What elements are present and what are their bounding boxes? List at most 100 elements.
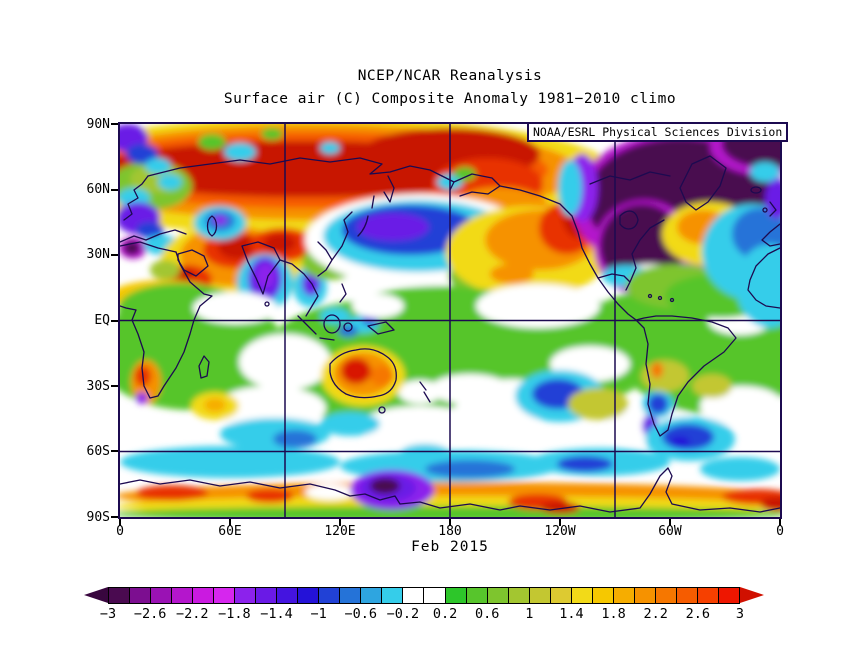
colorbar-tick-label: −0.2 <box>386 606 420 622</box>
anomaly-blob <box>357 213 429 241</box>
anomaly-blob <box>193 292 277 324</box>
colorbar-above-max-arrow <box>740 587 764 603</box>
anomaly-blob <box>246 489 294 503</box>
colorbar-tick-label: 1.4 <box>559 606 584 622</box>
colorbar-cell <box>529 588 551 603</box>
lon-tick-label: 60W <box>658 524 682 539</box>
lat-lon-gridlines <box>120 124 780 517</box>
lat-tick-label: 30S <box>86 378 110 394</box>
anomaly-blob <box>305 484 355 500</box>
colorbar-cell <box>361 588 383 603</box>
colorbar-cell <box>298 588 320 603</box>
lat-tick-label: 90S <box>86 509 110 525</box>
colorbar-tick-label: 1 <box>525 606 534 622</box>
colorbar-tick-label: −2.2 <box>176 606 209 622</box>
colorbar-cell <box>466 588 488 603</box>
anomaly-blob <box>150 260 180 280</box>
colorbar-cell <box>550 588 572 603</box>
lon-tick-mark <box>779 519 781 526</box>
anomaly-blob <box>662 424 714 450</box>
lat-tick-mark <box>111 385 118 387</box>
anomaly-blob <box>370 478 400 494</box>
lat-tick-mark <box>111 188 118 191</box>
anomaly-blob <box>651 362 663 378</box>
colorbar-cell <box>151 588 173 603</box>
anomaly-blob <box>430 374 510 404</box>
colorbar-cell <box>487 588 509 603</box>
anomaly-blob <box>557 456 613 472</box>
lat-tick-mark <box>111 450 118 453</box>
anomaly-blob <box>273 430 317 448</box>
anomaly-blob <box>320 412 380 436</box>
anomaly-blob <box>136 485 208 501</box>
lon-tick-label: 120E <box>324 524 356 539</box>
colorbar-cell <box>655 588 677 603</box>
anomaly-blob <box>760 497 780 511</box>
colorbar-cell <box>403 588 425 603</box>
lat-tick-label: 60N <box>86 182 110 197</box>
anomaly-blob <box>204 398 226 412</box>
colorbar-below-min-arrow <box>84 587 108 603</box>
colorbar-cell <box>130 588 152 603</box>
lat-tick-mark <box>111 516 118 518</box>
anomaly-blob <box>198 134 226 150</box>
colorbar-cell <box>424 588 446 603</box>
credit-box: NOAA/ESRL Physical Sciences Division <box>527 122 789 142</box>
anomaly-blob <box>158 174 182 190</box>
anomaly-blob <box>648 394 668 414</box>
page-subtitle: Surface air (C) Composite Anomaly 1981−2… <box>223 91 677 107</box>
date-caption: Feb 2015 <box>411 539 489 555</box>
lon-tick-mark <box>119 519 121 526</box>
colorbar-cell <box>277 588 299 603</box>
anomaly-blob <box>700 457 780 481</box>
lat-tick-mark <box>111 253 118 256</box>
colorbar-cell <box>235 588 257 603</box>
lon-tick-label: 180 <box>438 524 462 539</box>
anomaly-blob <box>476 284 600 328</box>
lon-tick-label: 0 <box>116 524 124 539</box>
anomaly-blob <box>352 294 404 318</box>
colorbar-tick-label: −1.4 <box>260 606 293 622</box>
colorbar-cell <box>319 588 341 603</box>
anomaly-blob <box>257 264 275 288</box>
anomaly-blob <box>136 392 148 404</box>
colorbar-tick-label: 2.2 <box>643 606 668 622</box>
anomaly-blob <box>341 358 371 384</box>
anomaly-blob <box>358 406 482 446</box>
colorbar-cell <box>718 588 739 603</box>
colorbar-tick-label: −1 <box>310 606 327 622</box>
colorbar-cell <box>172 588 194 603</box>
colorbar-cell <box>340 588 362 603</box>
lat-tick-label: EQ <box>94 313 110 328</box>
colorbar-cell <box>508 588 530 603</box>
colorbar-cell <box>382 588 404 603</box>
anomaly-blob <box>126 144 158 164</box>
colorbar-cell <box>109 588 131 603</box>
colorbar-tick-label: 2.6 <box>685 606 711 622</box>
coastlines <box>120 155 780 513</box>
anomaly-blob <box>425 460 515 478</box>
anomaly-blob <box>750 162 780 182</box>
lat-tick-label: 30N <box>86 247 110 263</box>
colorbar-cell <box>256 588 278 603</box>
colorbar-cell <box>571 588 593 603</box>
page-title: NCEP/NCAR Reanalysis <box>357 68 543 84</box>
colorbar-cell <box>697 588 719 603</box>
colorbar-tick-label: −0.6 <box>344 606 378 622</box>
anomaly-blob <box>224 143 256 161</box>
anomaly-blob <box>454 167 476 181</box>
anomaly-blob <box>692 374 732 398</box>
lat-tick-label: 60S <box>86 443 110 459</box>
colorbar-cell <box>592 588 614 603</box>
lon-tick-mark <box>338 519 341 526</box>
anomaly-contour-svg <box>120 124 780 517</box>
anomaly-blob <box>145 158 171 174</box>
lon-tick-mark <box>668 519 671 526</box>
lat-tick-mark <box>111 123 118 125</box>
colorbar-tick-label: −2.6 <box>133 606 167 622</box>
lat-tick-label: 90N <box>86 116 110 132</box>
anomaly-blob <box>214 386 326 430</box>
world-anomaly-map <box>118 122 782 519</box>
anomaly-blob <box>320 142 340 154</box>
anomaly-blob <box>264 234 296 252</box>
